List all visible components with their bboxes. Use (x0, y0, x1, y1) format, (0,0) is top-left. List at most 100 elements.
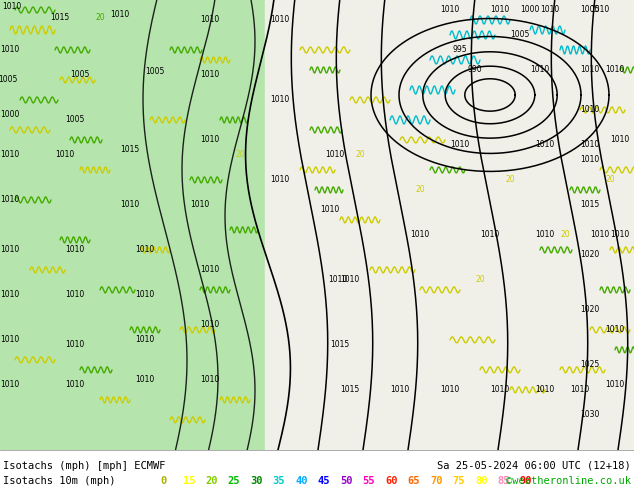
Text: 1010: 1010 (450, 141, 470, 149)
Text: 20: 20 (476, 275, 485, 284)
Text: 1010: 1010 (65, 291, 84, 299)
Text: 1030: 1030 (580, 410, 600, 419)
Text: 1015: 1015 (580, 200, 600, 209)
Text: 1010: 1010 (65, 341, 84, 349)
Text: 90: 90 (520, 476, 533, 486)
Text: 1010: 1010 (580, 66, 600, 74)
Text: 1010: 1010 (481, 230, 500, 240)
Text: 1010: 1010 (270, 175, 290, 184)
Text: 1010: 1010 (200, 266, 219, 274)
Text: 20: 20 (505, 175, 515, 184)
Text: 1010: 1010 (136, 375, 155, 384)
Text: 1010: 1010 (136, 291, 155, 299)
Text: 1010: 1010 (65, 380, 84, 390)
Text: 1010: 1010 (580, 141, 600, 149)
Text: 1020: 1020 (580, 250, 600, 259)
Text: 30: 30 (250, 476, 262, 486)
Text: 55: 55 (363, 476, 375, 486)
Text: 20: 20 (560, 230, 570, 240)
Text: 1010: 1010 (328, 275, 347, 284)
Text: 40: 40 (295, 476, 307, 486)
Text: 1010: 1010 (200, 320, 219, 329)
Text: 1010: 1010 (136, 335, 155, 344)
Text: 1005: 1005 (145, 68, 165, 76)
Text: 1010: 1010 (580, 105, 600, 115)
Text: 20: 20 (355, 150, 365, 159)
Text: 1010: 1010 (391, 385, 410, 394)
Text: 1010: 1010 (590, 5, 610, 15)
Text: 1010: 1010 (1, 335, 20, 344)
Text: 1010: 1010 (1, 46, 20, 54)
Text: 80: 80 (475, 476, 488, 486)
Text: 35: 35 (273, 476, 285, 486)
Text: 1010: 1010 (190, 200, 210, 209)
Text: 20: 20 (415, 185, 425, 195)
Text: 20: 20 (205, 476, 217, 486)
Text: 65: 65 (408, 476, 420, 486)
Text: 1010: 1010 (1, 291, 20, 299)
Text: 1010: 1010 (110, 10, 129, 20)
Text: 1010: 1010 (605, 380, 624, 390)
Text: 1025: 1025 (580, 360, 600, 369)
Text: 1010: 1010 (571, 385, 590, 394)
Text: 1010: 1010 (490, 385, 510, 394)
Text: 1010: 1010 (1, 380, 20, 390)
Text: 45: 45 (318, 476, 330, 486)
Text: 1005: 1005 (70, 71, 89, 79)
Text: 1010: 1010 (320, 205, 340, 215)
Text: 1010: 1010 (611, 135, 630, 145)
Text: 1010: 1010 (65, 245, 84, 254)
Text: 995: 995 (453, 46, 467, 54)
Bar (265, 0, 634, 450)
Text: Isotachs 10m (mph): Isotachs 10m (mph) (3, 476, 115, 486)
Text: 1015: 1015 (340, 385, 359, 394)
Text: 1020: 1020 (580, 305, 600, 315)
Text: 1010: 1010 (120, 200, 139, 209)
Text: 1015: 1015 (330, 341, 349, 349)
Text: 1010: 1010 (200, 135, 219, 145)
Text: 1010: 1010 (441, 5, 460, 15)
Text: 1010: 1010 (611, 230, 630, 240)
Text: 1000: 1000 (521, 5, 540, 15)
Text: 25: 25 (228, 476, 240, 486)
Text: 1010: 1010 (3, 2, 22, 11)
Text: 85: 85 (498, 476, 510, 486)
Text: 1010: 1010 (1, 245, 20, 254)
Text: 1010: 1010 (590, 230, 610, 240)
Text: 15: 15 (183, 476, 195, 486)
Text: 50: 50 (340, 476, 353, 486)
Text: 1015: 1015 (120, 146, 139, 154)
Text: 1005: 1005 (65, 116, 85, 124)
Text: 1010: 1010 (490, 5, 510, 15)
Text: 1010: 1010 (540, 5, 560, 15)
Text: 20: 20 (95, 14, 105, 23)
Text: 1010: 1010 (535, 230, 555, 240)
Text: 1005: 1005 (580, 5, 600, 15)
Text: 0: 0 (160, 476, 166, 486)
Text: 1010: 1010 (441, 385, 460, 394)
Text: 70: 70 (430, 476, 443, 486)
Text: 1010: 1010 (535, 141, 555, 149)
Text: Sa 25-05-2024 06:00 UTC (12+18): Sa 25-05-2024 06:00 UTC (12+18) (437, 461, 631, 471)
Text: 1015: 1015 (50, 14, 70, 23)
Text: 1010: 1010 (1, 196, 20, 204)
Text: 1010: 1010 (325, 150, 345, 159)
Text: 1010: 1010 (200, 375, 219, 384)
Text: 990: 990 (468, 66, 482, 74)
Text: 20: 20 (235, 150, 245, 159)
Text: 1010: 1010 (410, 230, 430, 240)
Text: 1010: 1010 (270, 96, 290, 104)
Text: 1010: 1010 (200, 71, 219, 79)
Text: 1010: 1010 (340, 275, 359, 284)
Text: 1010: 1010 (136, 245, 155, 254)
Bar (0, 0, 265, 450)
Text: 20: 20 (605, 175, 615, 184)
Text: 1010: 1010 (270, 16, 290, 24)
Text: 1010: 1010 (531, 66, 550, 74)
Text: 1010: 1010 (535, 385, 555, 394)
Text: 75: 75 (453, 476, 465, 486)
Text: 1010: 1010 (200, 16, 219, 24)
Text: Isotachs (mph) [mph] ECMWF: Isotachs (mph) [mph] ECMWF (3, 461, 165, 471)
Text: 1010: 1010 (55, 150, 75, 159)
Text: 1010: 1010 (605, 325, 624, 334)
